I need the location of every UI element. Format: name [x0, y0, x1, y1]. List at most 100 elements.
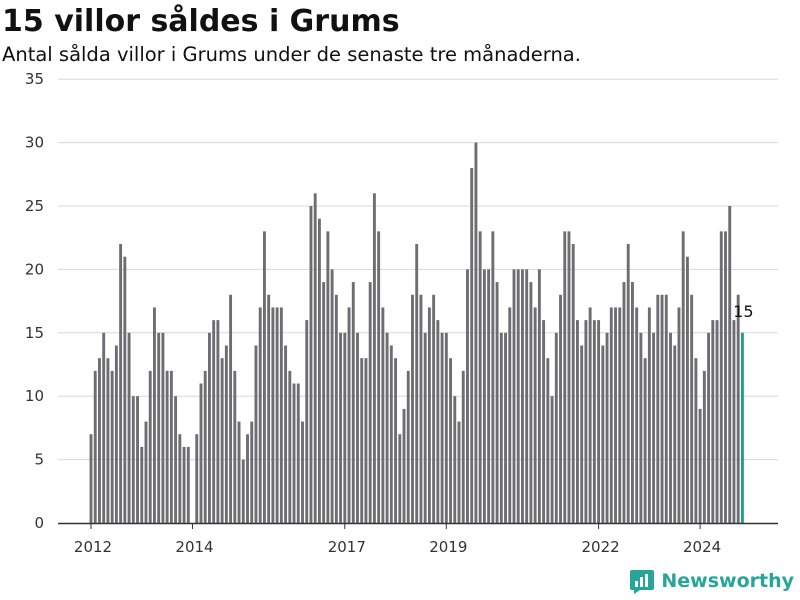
bar	[305, 320, 309, 523]
bar	[681, 231, 685, 524]
bar	[546, 358, 550, 523]
bar	[423, 332, 427, 523]
bar	[334, 294, 338, 523]
bar	[512, 269, 516, 523]
bar	[207, 332, 211, 523]
bar	[660, 294, 664, 523]
bar	[601, 345, 605, 523]
y-tick-label: 0	[34, 514, 44, 532]
bar	[377, 231, 381, 524]
bar	[525, 269, 529, 523]
bar	[732, 320, 736, 523]
y-tick-label: 35	[25, 70, 44, 88]
bar	[271, 307, 275, 523]
y-axis-ticks: 0 5 10 15 20 25 30 35	[25, 70, 44, 532]
bar	[102, 332, 106, 523]
bars	[89, 142, 744, 524]
bar	[618, 307, 622, 523]
bar	[597, 320, 601, 523]
bar	[495, 282, 499, 523]
bar	[677, 307, 681, 523]
chart-subtitle: Antal sålda villor i Grums under de sena…	[2, 43, 581, 66]
y-tick-label: 10	[25, 387, 44, 405]
bar	[199, 383, 203, 523]
bar	[136, 396, 139, 523]
bar	[728, 206, 732, 523]
bar	[351, 282, 355, 523]
bar	[466, 269, 469, 523]
bar	[685, 256, 689, 523]
bar	[254, 345, 258, 523]
bar	[516, 269, 520, 523]
bar	[119, 244, 123, 524]
x-tick-label: 2024	[683, 538, 721, 556]
bar	[89, 434, 93, 523]
bar	[487, 269, 491, 523]
bar	[626, 244, 630, 524]
y-tick-label: 30	[25, 134, 44, 152]
bar	[309, 206, 313, 523]
bar	[322, 282, 326, 523]
bar	[288, 370, 292, 523]
bar	[330, 269, 334, 523]
bar	[110, 370, 114, 523]
bar	[402, 408, 406, 523]
bar	[571, 244, 575, 524]
bar	[174, 396, 178, 523]
bar	[381, 307, 385, 523]
bar	[444, 332, 448, 523]
bar	[127, 332, 131, 523]
y-tick-label: 15	[25, 324, 44, 342]
bar	[652, 332, 656, 523]
bar	[144, 421, 148, 523]
bar	[711, 320, 715, 523]
bar	[521, 269, 524, 523]
bar	[440, 332, 444, 523]
bar	[182, 446, 186, 523]
bar	[317, 218, 321, 523]
bar	[491, 231, 495, 524]
bar	[169, 370, 173, 523]
bar	[161, 332, 165, 523]
bar	[694, 358, 698, 523]
bar	[639, 332, 643, 523]
x-tick-label: 2019	[429, 538, 467, 556]
bar	[436, 320, 440, 523]
bar	[635, 307, 639, 523]
data-label: 15	[733, 302, 753, 321]
bar	[508, 307, 512, 523]
bar	[267, 294, 271, 523]
bar	[406, 370, 410, 523]
bar	[339, 332, 343, 523]
bar	[563, 231, 567, 524]
bar	[233, 370, 237, 523]
bar	[542, 320, 546, 523]
bar	[275, 307, 279, 523]
bar	[284, 345, 288, 523]
x-tick-label: 2014	[175, 538, 213, 556]
bar	[609, 307, 613, 523]
bar	[664, 294, 668, 523]
x-tick-label: 2022	[582, 538, 620, 556]
bar	[702, 370, 706, 523]
x-tick-label: 2017	[328, 538, 366, 556]
bar	[419, 294, 423, 523]
bar	[478, 231, 482, 524]
x-tick-label: 2012	[74, 538, 112, 556]
x-axis: 2012 2014 2017 2019 2022 2024	[58, 522, 778, 556]
bar	[647, 307, 651, 523]
bar	[457, 421, 461, 523]
bar	[301, 421, 304, 523]
bar	[550, 396, 554, 523]
bar	[592, 320, 596, 523]
bar	[559, 294, 562, 523]
bar	[470, 167, 474, 523]
bar	[715, 320, 719, 523]
bar	[707, 332, 711, 523]
bar	[690, 294, 694, 523]
bar	[394, 358, 398, 523]
bar	[567, 231, 571, 524]
bar	[698, 408, 702, 523]
bar	[153, 307, 156, 523]
